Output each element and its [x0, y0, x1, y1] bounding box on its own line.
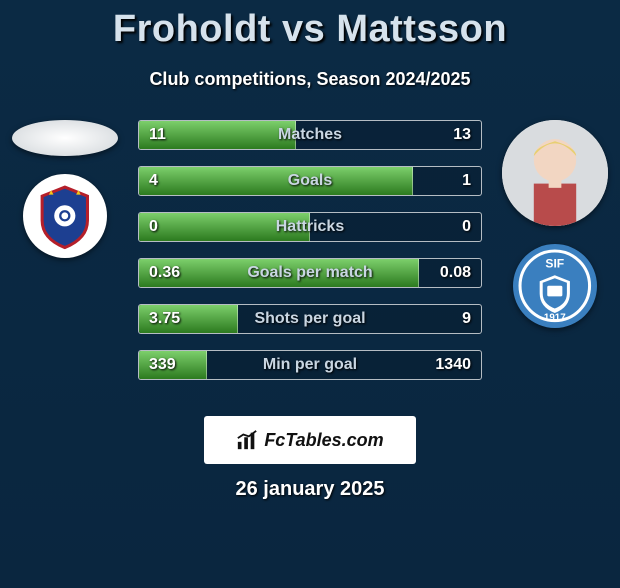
stat-value-right: 0 — [462, 213, 471, 241]
stat-row: 0.36 Goals per match 0.08 — [138, 258, 482, 288]
stat-value-right: 9 — [462, 305, 471, 333]
stat-value-right: 1 — [462, 167, 471, 195]
svg-text:1917: 1917 — [544, 313, 566, 324]
stat-row: 11 Matches 13 — [138, 120, 482, 150]
player-photo-right — [502, 120, 608, 226]
stat-label: Goals — [139, 167, 481, 195]
stat-value-right: 13 — [453, 121, 471, 149]
svg-text:SIF: SIF — [546, 257, 565, 271]
stat-row: 4 Goals 1 — [138, 166, 482, 196]
stat-value-right: 1340 — [435, 351, 471, 379]
stat-value-right: 0.08 — [440, 259, 471, 287]
comparison-panel: SIF 1917 11 Matches 13 4 Goals 1 0 Hattr… — [0, 120, 620, 410]
chart-icon — [236, 429, 258, 451]
stat-label: Hattricks — [139, 213, 481, 241]
club-badge-right: SIF 1917 — [513, 244, 597, 328]
stat-label: Shots per goal — [139, 305, 481, 333]
stat-label: Matches — [139, 121, 481, 149]
stat-label: Min per goal — [139, 351, 481, 379]
stat-bars: 11 Matches 13 4 Goals 1 0 Hattricks 0 0.… — [138, 120, 482, 396]
right-player-column: SIF 1917 — [490, 120, 620, 328]
page-title: Froholdt vs Mattsson — [0, 8, 620, 51]
player-photo-left — [12, 120, 118, 156]
club-badge-left — [23, 174, 107, 258]
watermark-badge: FcTables.com — [204, 416, 416, 464]
subtitle: Club competitions, Season 2024/2025 — [0, 69, 620, 90]
stat-row: 3.75 Shots per goal 9 — [138, 304, 482, 334]
watermark-text: FcTables.com — [264, 430, 383, 451]
stat-row: 0 Hattricks 0 — [138, 212, 482, 242]
stat-row: 339 Min per goal 1340 — [138, 350, 482, 380]
date-label: 26 january 2025 — [0, 478, 620, 501]
left-player-column — [0, 120, 130, 258]
stat-label: Goals per match — [139, 259, 481, 287]
